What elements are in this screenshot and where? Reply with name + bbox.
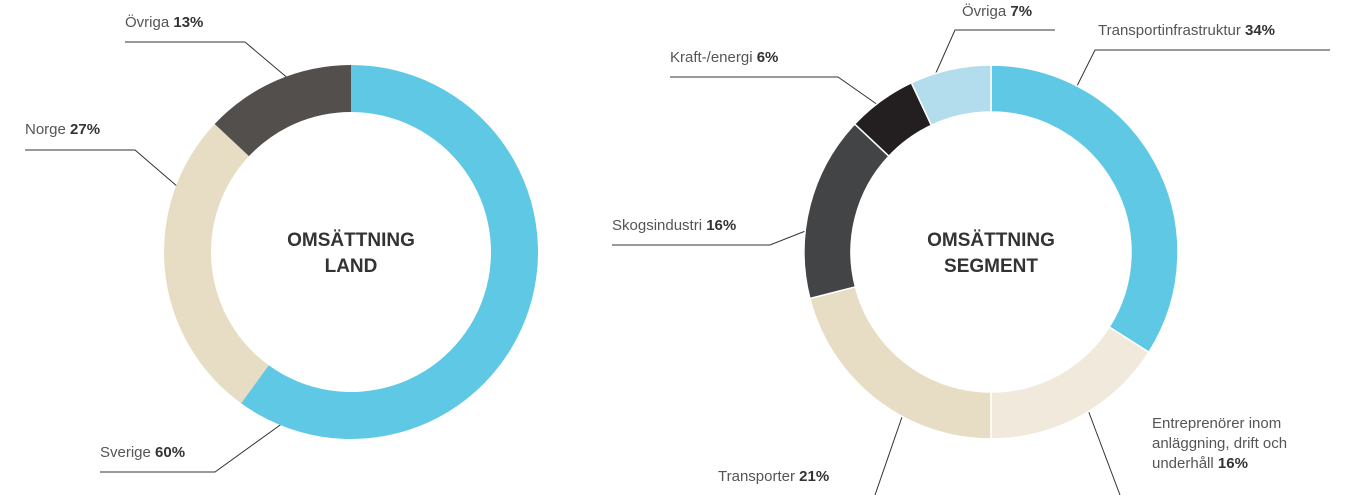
slice-value: 16% [1217,455,1248,472]
leader-line [934,29,1055,76]
slice-label: Övriga 13% [125,13,203,33]
leader-lines [25,29,1330,495]
slice-label: Entreprenörer inom anläggning, drift och… [1152,414,1322,474]
leader-line [670,76,879,106]
slice-value: 6% [756,49,779,66]
donut-slice [990,64,1179,354]
slice-name: Kraft-/energi [670,49,753,66]
slice-value: 34% [1245,22,1276,39]
leader-line [874,416,903,495]
slice-name: Övriga [125,14,170,31]
donut-slice [803,122,891,300]
donut-slice [163,123,269,404]
slice-value: 21% [799,468,830,485]
slice-name: Norge [25,121,66,138]
donut-slice [808,285,992,440]
slice-label: Norge 27% [25,120,100,140]
slice-name: Sverige [100,444,151,461]
slice-label: Transporter 21% [718,467,829,487]
slice-value: 27% [70,121,101,138]
slice-name: Entreprenörer inom anläggning, drift och… [1152,415,1288,472]
slice-name: Transporter [718,468,795,485]
donut-slice [241,65,538,440]
leader-line [100,422,284,473]
slice-label: Övriga 7% [962,2,1032,22]
leader-line [25,149,179,188]
leader-line [125,41,291,81]
slice-value: 16% [706,217,737,234]
slice-value: 60% [155,444,186,461]
leader-line [1087,409,1121,495]
slice-label: Transportinfrastruktur 34% [1098,21,1275,41]
slice-label: Skogsindustri 16% [612,216,736,236]
leader-line [612,229,809,246]
slice-name: Transportinfrastruktur [1098,22,1241,39]
slice-value: 13% [173,14,204,31]
donut-slice [990,325,1150,440]
donut-slice [910,64,992,127]
slice-value: 7% [1010,3,1033,20]
chart-title: OMSÄTTNING SEGMENT [927,230,1055,277]
slice-name: Skogsindustri [612,217,703,234]
donut-slice [214,65,351,157]
slice-label: Sverige 60% [100,443,185,463]
chart-title: OMSÄTTNING LAND [287,230,415,277]
slice-label: Kraft-/energi 6% [670,48,778,68]
leader-line [1074,49,1330,91]
slice-name: Övriga [962,3,1007,20]
